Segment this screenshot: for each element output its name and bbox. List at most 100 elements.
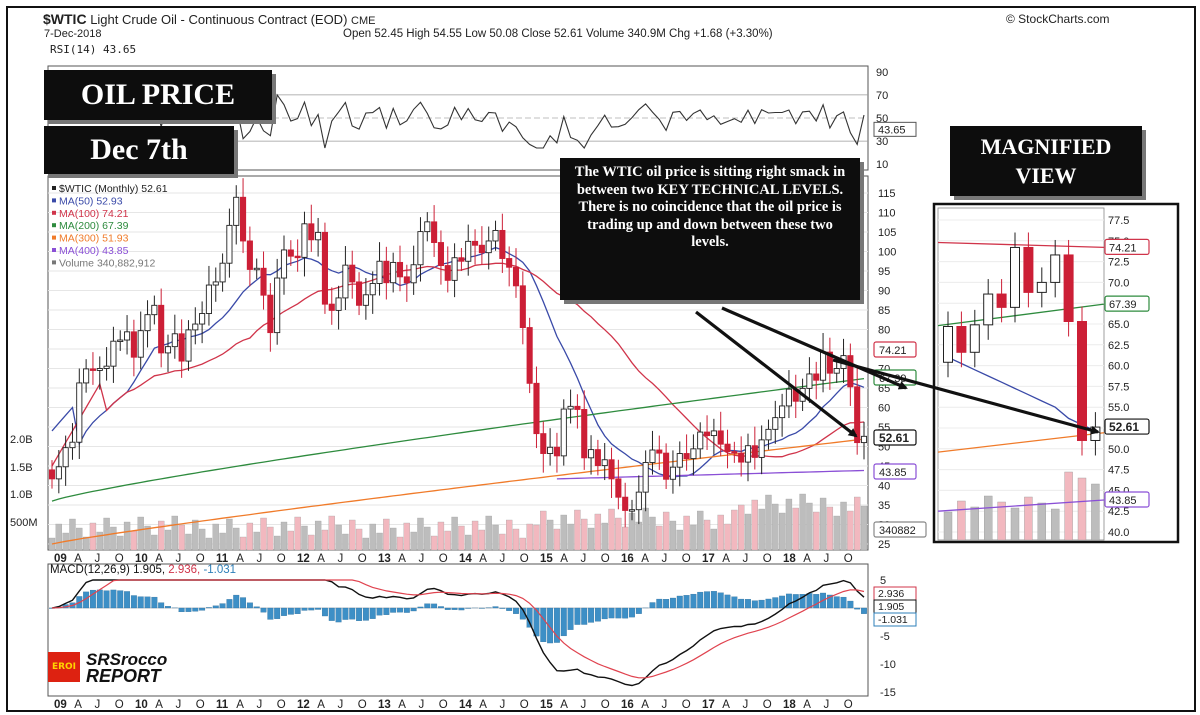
candle-body xyxy=(601,459,608,467)
volume-bar xyxy=(212,523,219,551)
candle-body xyxy=(301,223,308,258)
price-tag: 52.61 xyxy=(879,431,909,445)
volume-bar xyxy=(683,515,690,551)
x-axis-label: J xyxy=(581,553,587,565)
macd-x-axis-label: 14 xyxy=(459,699,472,710)
macd-tick-label: -15 xyxy=(880,687,896,699)
price-tick-label: 95 xyxy=(878,266,890,278)
macd-x-axis-label: 13 xyxy=(378,699,391,710)
price-tag: 74.21 xyxy=(879,345,907,357)
volume-bar xyxy=(772,503,779,551)
mag-tick-label: 40.0 xyxy=(1108,527,1129,539)
macd-histogram-bar xyxy=(103,590,110,609)
candle-body xyxy=(376,260,383,284)
volume-bar xyxy=(151,534,158,551)
macd-histogram-bar xyxy=(560,607,567,637)
mag-tag: 74.21 xyxy=(1109,242,1137,254)
macd-x-axis-label: J xyxy=(500,699,506,710)
volume-bar xyxy=(840,501,847,551)
volume-bar xyxy=(314,520,322,551)
macd-histogram-bar xyxy=(697,591,704,609)
x-axis-label: 12 xyxy=(297,553,310,565)
price-tick-label: 105 xyxy=(878,227,896,239)
candle-body xyxy=(540,433,547,454)
macd-x-axis-label: 17 xyxy=(702,699,715,710)
volume-bar xyxy=(417,517,424,551)
candle-body xyxy=(199,313,206,325)
macd-histogram-bar xyxy=(417,606,424,609)
macd-histogram-bar xyxy=(574,607,581,625)
x-axis-label: O xyxy=(520,553,529,565)
macd-histogram-bar xyxy=(342,607,349,620)
macd-histogram-bar xyxy=(96,589,103,609)
macd-tag: -1.031 xyxy=(878,614,908,626)
macd-x-axis-label: O xyxy=(439,699,448,710)
candle-body xyxy=(431,221,438,243)
volume-bar xyxy=(587,527,595,551)
x-axis-label: J xyxy=(257,553,263,565)
candle-body xyxy=(574,405,581,410)
candle-body xyxy=(588,449,595,459)
x-axis-label: J xyxy=(419,553,425,565)
price-tick-label: 115 xyxy=(878,188,896,200)
price-tag-box xyxy=(873,521,927,538)
macd-x-axis-label: O xyxy=(277,699,286,710)
volume-bar xyxy=(506,519,513,551)
macd-histogram-bar xyxy=(779,595,786,609)
macd-x-axis-label: 18 xyxy=(783,699,796,710)
macd-x-axis-label: 15 xyxy=(540,699,553,710)
macd-x-axis-label: A xyxy=(560,699,568,710)
candle-body xyxy=(362,294,369,306)
candle-body xyxy=(847,355,854,388)
macd-x-axis-label: O xyxy=(682,699,691,710)
volume-bar xyxy=(799,493,806,551)
candle-body xyxy=(738,452,745,463)
candle-body xyxy=(533,382,540,435)
macd-x-axis-label: A xyxy=(641,699,649,710)
macd-tick-label: 5 xyxy=(880,575,886,587)
x-axis-label: O xyxy=(277,553,286,565)
candle-body xyxy=(274,277,281,334)
candle-body xyxy=(178,333,185,362)
macd-histogram-bar xyxy=(676,595,683,609)
mag-volume-bar xyxy=(1024,496,1033,541)
volume-bar xyxy=(239,536,247,551)
macd-histogram-bar xyxy=(588,607,595,623)
mag-candle-body xyxy=(956,325,967,353)
macd-histogram-bar xyxy=(758,599,765,609)
x-axis-label: A xyxy=(155,553,163,565)
macd-histogram-bar xyxy=(410,607,417,612)
macd-x-axis-label: O xyxy=(196,699,205,710)
macd-histogram-bar xyxy=(437,606,444,609)
mag-volume-bar xyxy=(1091,483,1100,541)
legend-entry: MA(300) 51.93 xyxy=(59,233,129,245)
macd-histogram-bar xyxy=(349,607,356,620)
chart-frame: $WTIC Light Crude Oil - Continuous Contr… xyxy=(6,6,1196,712)
candle-body xyxy=(478,244,485,254)
macd-histogram-bar xyxy=(315,607,322,610)
volume-bar xyxy=(185,533,192,551)
macd-histogram-bar xyxy=(731,596,738,609)
price-tick-label: 110 xyxy=(878,208,896,220)
volume-bar xyxy=(703,519,711,551)
mag-volume-bar xyxy=(1010,507,1020,541)
volume-bar xyxy=(390,527,397,551)
legend-entry: $WTIC (Monthly) 52.61 xyxy=(59,183,168,195)
candle-body xyxy=(253,267,260,271)
macd-histogram-bar xyxy=(356,607,363,621)
volume-bar xyxy=(669,520,677,551)
x-axis-label: 15 xyxy=(540,553,553,565)
macd-x-axis-label: A xyxy=(236,699,244,710)
candle-body xyxy=(424,221,431,233)
macd-x-axis-label: O xyxy=(115,699,124,710)
candle-body xyxy=(472,240,479,246)
price-tick-label: 80 xyxy=(878,325,890,337)
mag-tag: 67.39 xyxy=(1109,299,1137,311)
srsrocco-logo: EROI SRSrocco REPORT xyxy=(48,648,208,686)
volume-bar xyxy=(294,516,301,551)
volume-bar xyxy=(540,510,547,551)
arrow-to-ma xyxy=(721,306,908,390)
candle-body xyxy=(369,283,376,296)
x-axis-label: 13 xyxy=(378,553,391,565)
mag-tick-label: 77.5 xyxy=(1108,215,1129,227)
